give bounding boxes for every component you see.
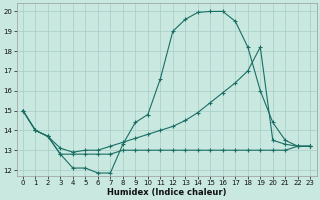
X-axis label: Humidex (Indice chaleur): Humidex (Indice chaleur) <box>107 188 226 197</box>
